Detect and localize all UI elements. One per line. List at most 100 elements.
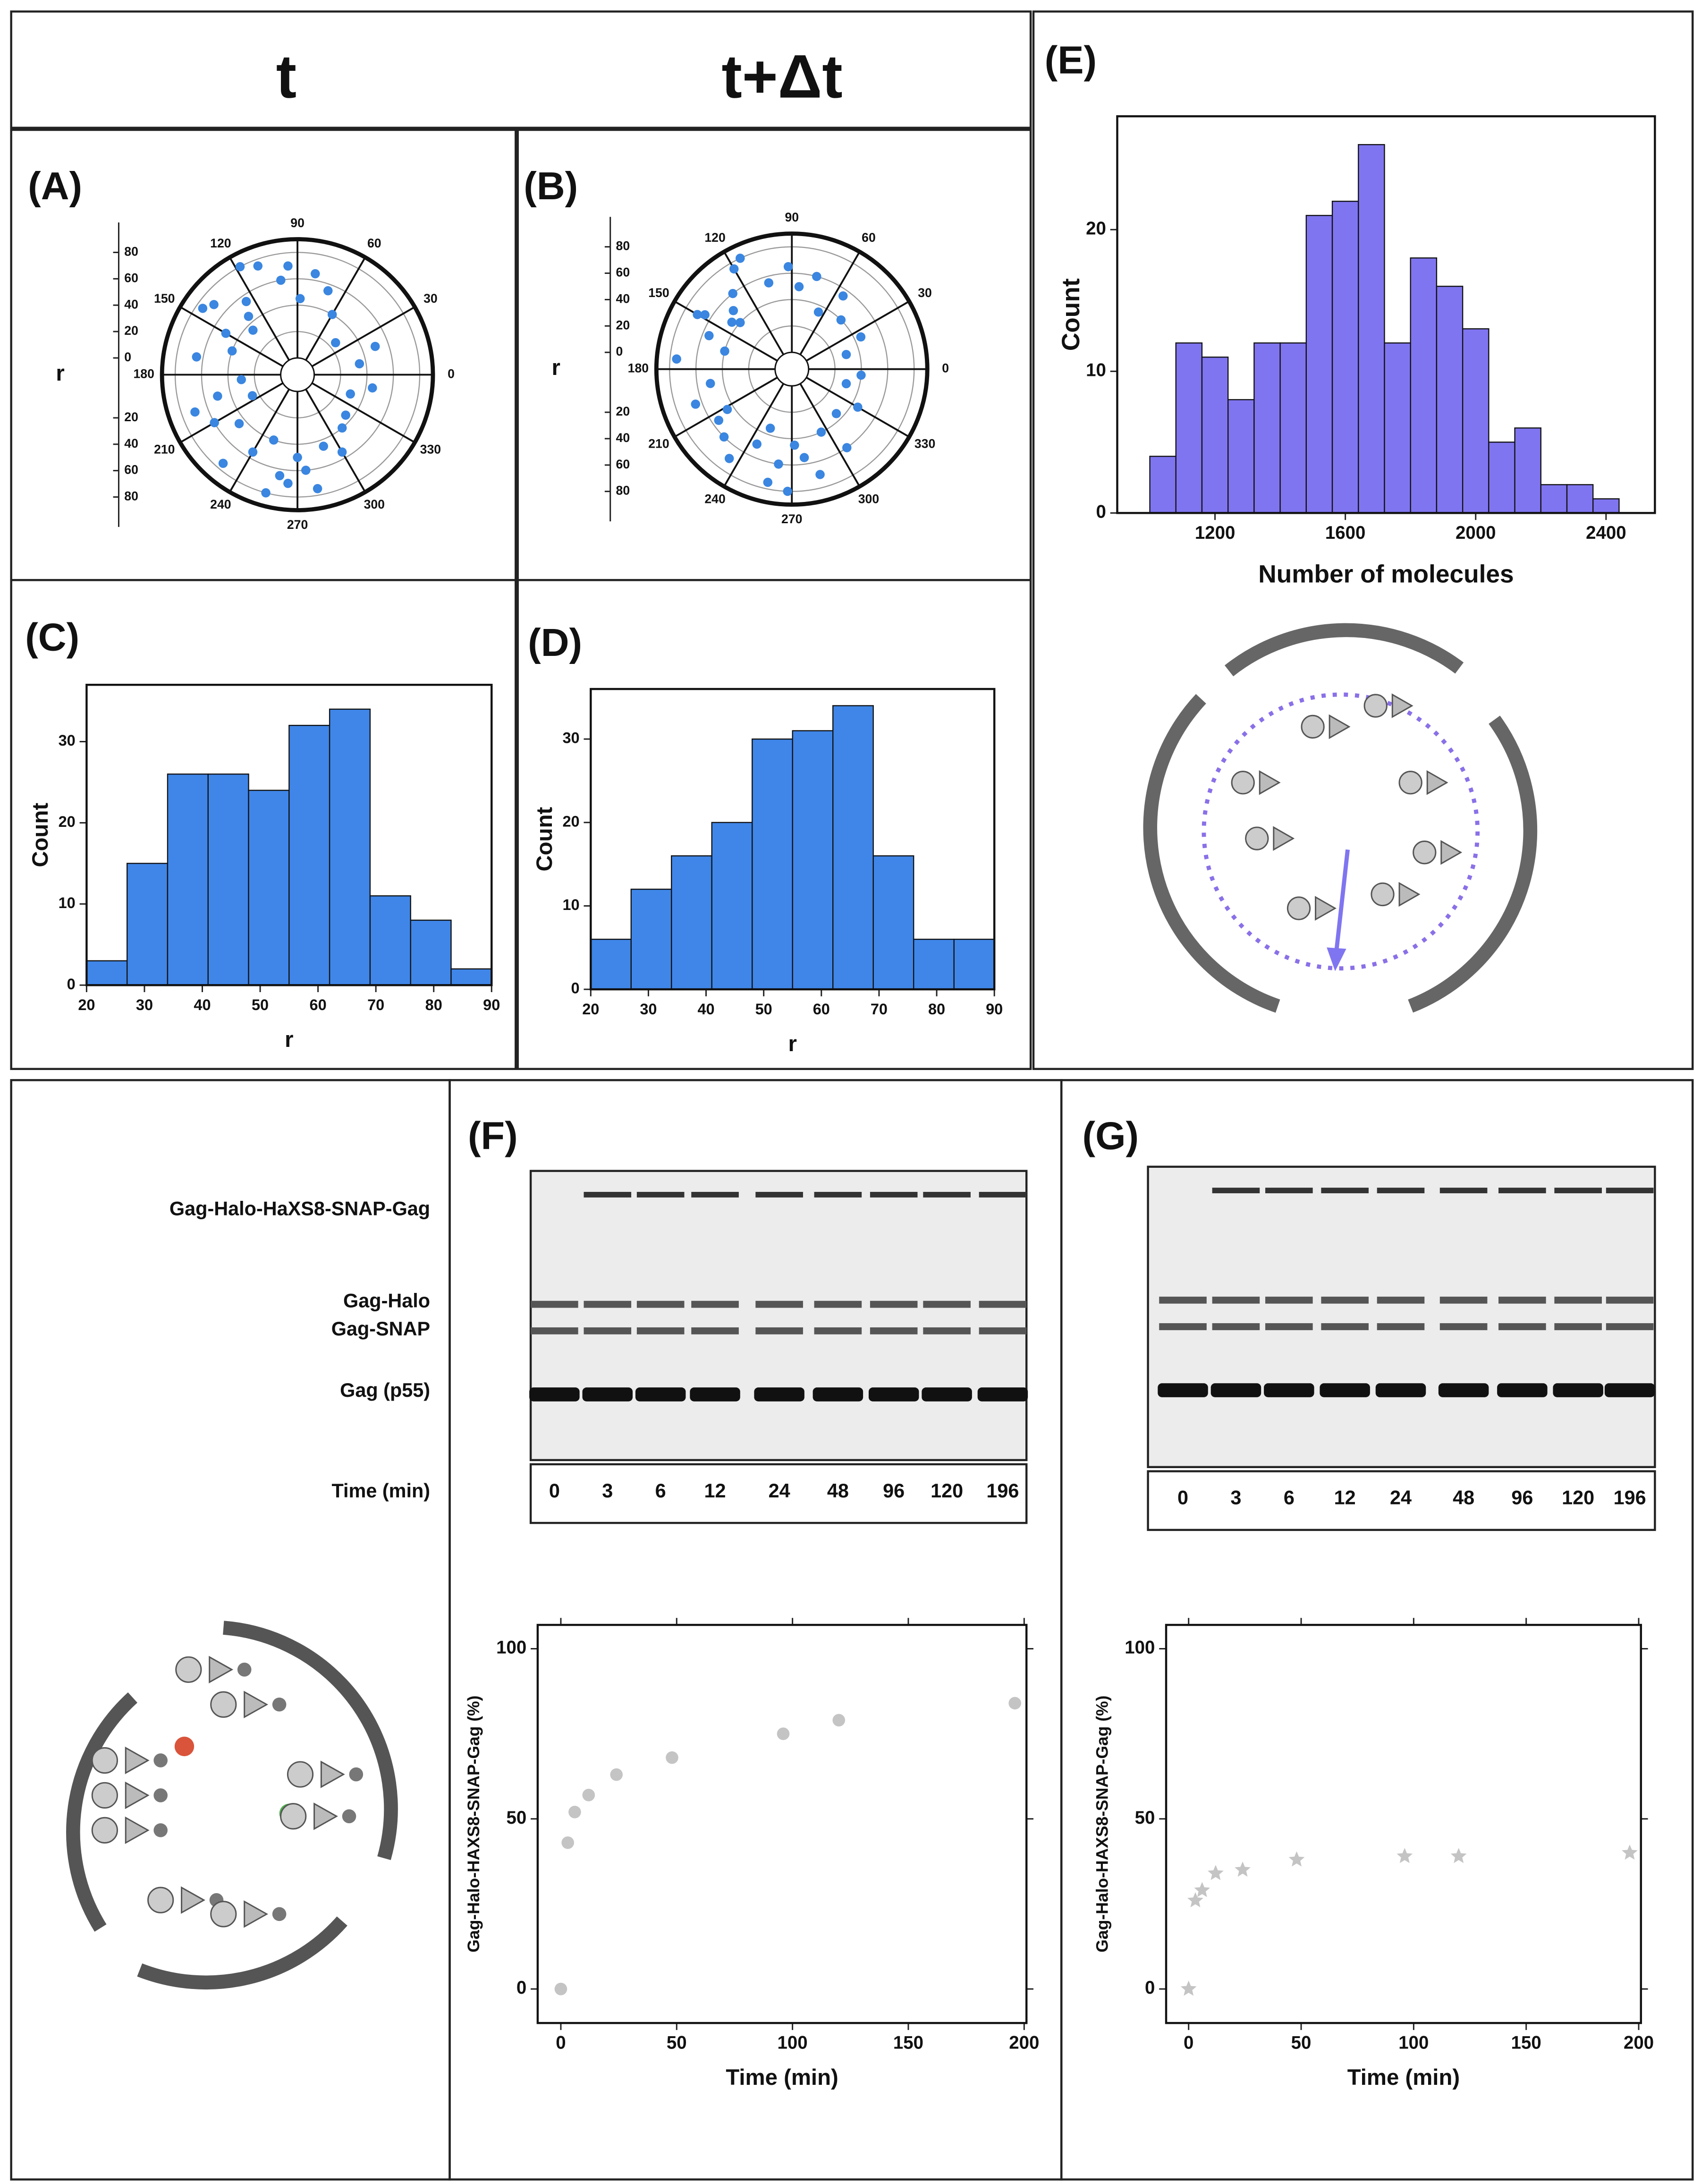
point <box>1396 1848 1413 1863</box>
x-tick-label: 40 <box>697 1001 714 1018</box>
polar-point <box>842 443 852 452</box>
bar <box>832 705 874 990</box>
polar-point <box>853 402 863 412</box>
x-tick-label: 0 <box>556 2033 566 2053</box>
polar-outline <box>654 231 930 507</box>
gel-band <box>1320 1383 1370 1397</box>
lane-label: 96 <box>1511 1487 1533 1509</box>
gel-band <box>1321 1323 1369 1330</box>
gel-band <box>582 1387 633 1402</box>
r-axis-label: r <box>551 355 560 380</box>
gel-band <box>1439 1323 1488 1330</box>
polar-point <box>235 262 245 272</box>
theta-tick-label: 210 <box>648 436 669 450</box>
x-tick-label: 100 <box>778 2033 808 2053</box>
gel-band <box>1497 1383 1548 1397</box>
x-axis-label: Number of molecules <box>1258 561 1514 588</box>
polar-point <box>691 399 701 409</box>
y-tick-label: 20 <box>59 813 76 830</box>
point <box>1194 1882 1210 1897</box>
bar <box>1488 442 1515 514</box>
r-tick-label: 60 <box>124 271 138 285</box>
gag-subunit <box>313 1802 338 1830</box>
point <box>554 1982 567 1996</box>
gag-subunit <box>244 1691 269 1718</box>
polar-point <box>831 409 841 418</box>
polar-point <box>736 254 745 263</box>
r-tick-label: 60 <box>616 457 630 471</box>
gag-subunit <box>125 1781 150 1810</box>
bar <box>1305 215 1333 514</box>
bar <box>1462 328 1489 514</box>
bar <box>207 773 249 986</box>
polar-point <box>368 383 377 393</box>
polar-point <box>218 459 228 468</box>
polar-point <box>209 300 219 309</box>
gel-band <box>870 1327 918 1334</box>
theta-tick-label: 270 <box>287 518 308 532</box>
polar-point <box>719 432 729 442</box>
polar-point <box>765 424 775 433</box>
theta-tick-label: 270 <box>781 512 802 526</box>
point <box>1008 1697 1022 1710</box>
theta-spoke <box>228 389 290 493</box>
polar-point <box>319 442 328 451</box>
gel-band <box>691 1192 739 1198</box>
header-t: t <box>276 42 296 111</box>
x-tick-label: 60 <box>813 1001 830 1018</box>
polar-point <box>313 484 322 493</box>
point <box>832 1714 846 1727</box>
bar <box>953 938 995 990</box>
gag-subunit <box>210 1691 237 1718</box>
gel-band <box>1604 1383 1655 1397</box>
theta-tick-label: 30 <box>918 286 932 300</box>
gag-subunit <box>1440 840 1463 865</box>
gag-subunit <box>342 1809 356 1824</box>
theta-tick-label: 0 <box>448 367 455 381</box>
polar-point <box>370 341 380 351</box>
membrane <box>1143 694 1280 1013</box>
gel-band <box>1498 1188 1546 1193</box>
gel-band <box>1554 1323 1602 1330</box>
gag-subunit <box>210 1901 237 1928</box>
gel-band <box>1554 1296 1602 1304</box>
gel-band <box>814 1327 862 1334</box>
x-tick-label: 20 <box>582 1001 599 1018</box>
gel-band <box>1158 1383 1208 1397</box>
x-tick-label: 50 <box>667 2033 687 2053</box>
lattice <box>1202 692 1480 971</box>
y-tick-label: 10 <box>59 894 76 911</box>
gel-band <box>1606 1188 1654 1193</box>
theta-spoke <box>311 382 415 443</box>
gag-subunit <box>147 1887 174 1913</box>
gel-band <box>868 1387 919 1402</box>
r-tick-label: 20 <box>616 404 630 418</box>
bar <box>410 919 452 986</box>
lane-label: 12 <box>704 1480 726 1502</box>
r-tick-label: 80 <box>124 489 138 503</box>
r-tick-label: 40 <box>124 297 138 311</box>
x-tick-label: 150 <box>1511 2033 1541 2053</box>
bar <box>1436 286 1464 514</box>
point <box>1622 1844 1638 1860</box>
gel-band <box>1498 1323 1546 1330</box>
bar <box>288 724 330 986</box>
gel <box>1147 1165 1656 1468</box>
bar <box>671 855 712 990</box>
theta-spoke <box>305 257 366 361</box>
x-axis-label: Time (min) <box>726 2065 838 2090</box>
x-tick-label: 200 <box>1009 2033 1039 2053</box>
gag-subunit <box>1273 826 1295 851</box>
theta-tick-label: 90 <box>785 210 799 224</box>
gel-band <box>1606 1323 1654 1330</box>
gel-band <box>1439 1296 1488 1304</box>
gel-band <box>1321 1296 1369 1304</box>
charts: 0 3 6 12 24 48 96 120 196 0 3 6 12 24 48 96 120 196(A)020… <box>25 38 1656 2090</box>
x-tick-label: 30 <box>640 1001 657 1018</box>
gel-band <box>635 1387 686 1402</box>
polar-point <box>355 359 364 369</box>
gel-band <box>1265 1323 1313 1330</box>
gel-band <box>979 1300 1027 1308</box>
theta-tick-label: 300 <box>858 492 879 506</box>
polar-point <box>705 379 715 388</box>
